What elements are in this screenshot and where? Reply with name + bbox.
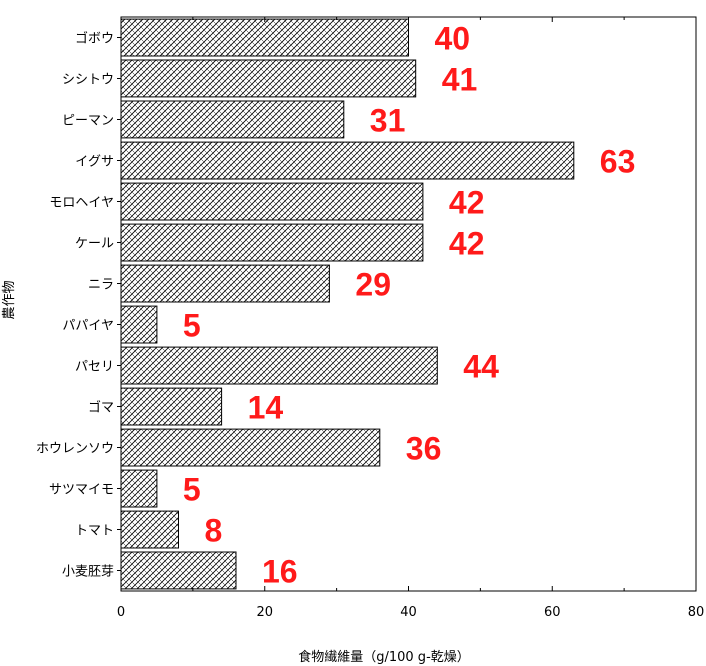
category-labels: ゴボウシシトウピーマンイグサモロヘイヤケールニラパパイヤパセリゴマホウレンソウサ… [36,31,121,580]
data-label: 41 [442,62,478,98]
bar [120,469,158,508]
x-tick-label: 80 [688,605,705,620]
bar [120,141,575,180]
x-axis-title: 食物繊維量（g/100 g-乾燥） [298,649,470,665]
category-label: 小麦胚芽 [62,565,114,580]
bar [120,428,381,467]
bar [120,182,424,221]
bar [120,510,179,549]
category-label: ゴボウ [75,31,114,47]
category-label: ニラ [88,278,114,293]
data-label: 40 [435,21,471,57]
category-label: シシトウ [62,73,114,88]
category-label: ゴマ [88,400,114,416]
data-label: 42 [449,226,485,262]
data-label: 5 [183,308,201,344]
x-tick-label: 40 [400,605,417,620]
x-axis-ticks: 0 20 40 60 80 [117,17,704,620]
bar [120,305,158,344]
category-label: パセリ [75,360,114,375]
bar [120,264,330,303]
bar [120,223,424,262]
bars-group [120,18,575,590]
x-tick-label: 60 [544,605,561,620]
category-label: パパイヤ [62,319,114,334]
data-label: 31 [370,103,406,139]
data-label: 42 [449,185,485,221]
category-label: ケール [75,237,114,252]
data-label: 14 [248,390,284,426]
bar [120,18,409,57]
bar [120,551,237,590]
bar [120,387,223,426]
data-label: 16 [262,554,298,590]
category-label: ホウレンソウ [36,442,114,457]
y-axis-title: 農作物 [2,280,17,319]
bar [120,346,438,385]
x-tick-label: 0 [117,605,125,620]
data-label: 5 [183,472,201,508]
data-label: 63 [600,144,636,180]
x-tick-label: 20 [256,605,273,620]
data-label: 29 [355,267,391,303]
bar [120,59,417,98]
category-label: サツマイモ [49,483,114,498]
category-label: イグサ [75,155,114,170]
category-label: ピーマン [62,114,114,129]
data-label: 8 [205,513,223,549]
data-label: 44 [463,349,499,385]
bar [120,100,345,139]
category-label: モロヘイヤ [49,196,114,211]
category-label: トマト [75,524,114,539]
data-label: 36 [406,431,442,467]
